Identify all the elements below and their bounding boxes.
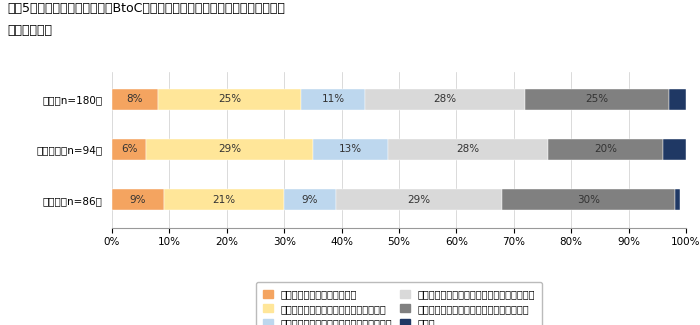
Text: 9%: 9%: [130, 195, 146, 205]
Bar: [668, 89, 686, 110]
Bar: [525, 89, 668, 110]
Text: 20%: 20%: [594, 145, 617, 154]
Bar: [146, 139, 313, 160]
Text: 9%: 9%: [302, 195, 318, 205]
Text: 29%: 29%: [407, 195, 430, 205]
Bar: [388, 139, 548, 160]
Text: 25%: 25%: [585, 94, 608, 104]
Legend: コロナ禅以前より行っている, コロナ禅により、最近行うようになった, 今は行っていないが、今後行う予定がある, 今は行っていなく、今後行うか検討中である, 今は: コロナ禅以前より行っている, コロナ禅により、最近行うようになった, 今は行って…: [256, 282, 542, 325]
Bar: [164, 189, 284, 210]
Bar: [503, 189, 675, 210]
Bar: [284, 189, 336, 210]
Bar: [663, 139, 686, 160]
Text: 28%: 28%: [456, 145, 480, 154]
Text: ＜エリア別＞: ＜エリア別＞: [7, 24, 52, 37]
Text: 25%: 25%: [218, 94, 242, 104]
Bar: [313, 139, 388, 160]
Text: 28%: 28%: [433, 94, 456, 104]
Text: 6%: 6%: [121, 145, 137, 154]
Text: 30%: 30%: [577, 195, 600, 205]
Bar: [365, 89, 525, 110]
Bar: [302, 89, 365, 110]
Text: 11%: 11%: [321, 94, 344, 104]
Text: 8%: 8%: [127, 94, 144, 104]
Text: 21%: 21%: [212, 195, 235, 205]
Bar: [548, 139, 663, 160]
Bar: [112, 89, 158, 110]
Text: 『囵5　お客様とのやりとり（BtoC）における、オンライン接客の実施状況』: 『囵5 お客様とのやりとり（BtoC）における、オンライン接客の実施状況』: [7, 2, 285, 15]
Bar: [158, 89, 302, 110]
Bar: [336, 189, 503, 210]
Text: 29%: 29%: [218, 145, 242, 154]
Text: 13%: 13%: [339, 145, 362, 154]
Bar: [112, 189, 164, 210]
Bar: [112, 139, 146, 160]
Bar: [675, 189, 680, 210]
